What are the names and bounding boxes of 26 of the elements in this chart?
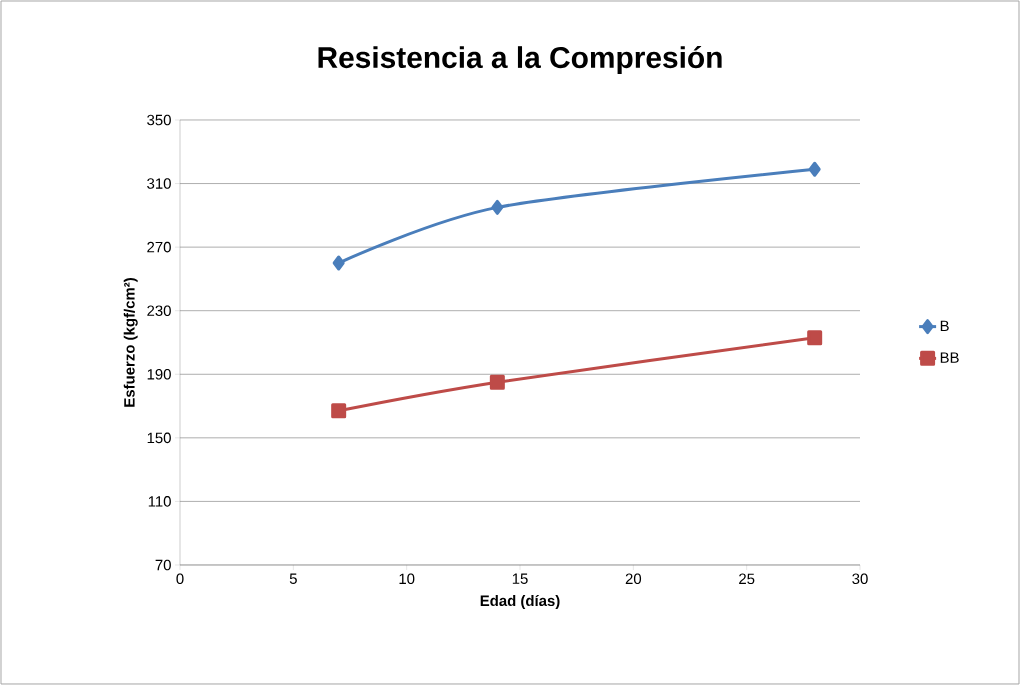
y-tick-label: 110 [148, 496, 171, 507]
x-tick-label: 5 [289, 573, 297, 584]
y-tick-label: 310 [147, 178, 171, 189]
x-tick-label: 20 [625, 573, 642, 585]
point [808, 161, 821, 177]
legend-label: B [940, 320, 949, 331]
x-tick-label: 0 [176, 573, 184, 585]
point [807, 330, 823, 346]
y-tick-label: 350 [147, 114, 171, 126]
chart-title: Resistencia a la Compresión [318, 45, 722, 75]
x-axis-title: Edad (días) [480, 594, 560, 609]
y-tick-label: 230 [147, 305, 171, 316]
y-tick-label: 270 [147, 241, 171, 253]
x-tick-label: 25 [739, 573, 755, 585]
point [331, 403, 347, 419]
point [489, 374, 505, 390]
x-tick-label: 15 [512, 573, 528, 584]
point [491, 199, 504, 215]
y-tick-label: 150 [147, 432, 171, 444]
y-tick-label: 70 [155, 559, 171, 571]
x-tick-label: 30 [852, 573, 868, 585]
legend-label: BB [940, 352, 959, 363]
x-tick-label: 10 [399, 573, 415, 585]
y-tick-label: 190 [147, 368, 171, 380]
point [332, 255, 345, 271]
y-axis-title: Esfuerzo (kgf/cm²) [123, 278, 138, 407]
